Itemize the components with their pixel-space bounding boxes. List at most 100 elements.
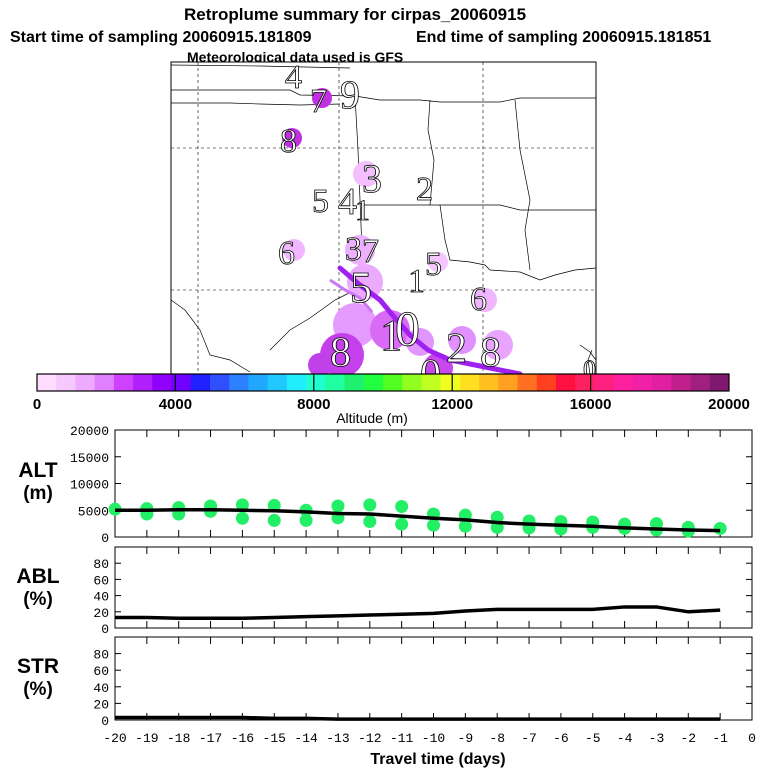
y-tick-label: 80 [93, 648, 109, 663]
colorbar-cell [421, 374, 442, 391]
day-label: 8 [480, 330, 501, 376]
day-label: 0 [583, 355, 596, 384]
colorbar-cell [652, 374, 672, 391]
x-tick-label: -19 [135, 731, 158, 746]
x-axis-label: Travel time (days) [370, 751, 505, 768]
plume-bubble [345, 235, 375, 265]
y-tick-label: 20000 [70, 424, 109, 439]
colorbar: 0 4000 8000 12000 16000 20000 Altitude (m) [33, 373, 750, 426]
plume-bubble [473, 288, 497, 312]
panel-yunit: (%) [23, 589, 53, 610]
panel-frame [114, 546, 753, 629]
panel-ylabel: ABL [16, 565, 59, 588]
x-tick-label: -3 [649, 731, 665, 746]
map-panel: 4 7 9 8 3 2 5 4 1 6 3 7 5 1 5 6 8 1 0 2 [170, 61, 597, 398]
plume-bubble [282, 128, 302, 148]
colorbar-frame [36, 373, 730, 392]
alt-dot [713, 521, 727, 535]
alt-dot [395, 517, 409, 531]
x-tick-label: -1 [712, 731, 728, 746]
alt-dot [363, 498, 377, 512]
plume-bubble [347, 264, 383, 300]
colorbar-cell [517, 374, 538, 391]
colorbar-cell [632, 374, 653, 391]
x-tick-label: -17 [199, 731, 222, 746]
plume-bubble [448, 326, 476, 354]
colorbar-cell [363, 374, 384, 391]
alt-dot [395, 500, 409, 514]
alt-dot [267, 513, 281, 527]
day-labels: 4 7 9 8 3 2 5 4 1 6 3 7 5 1 5 6 8 1 0 2 [278, 62, 596, 398]
panel-yunit: (%) [23, 679, 53, 700]
colorbar-tick-label: 4000 [159, 396, 192, 413]
alt-dot [299, 513, 313, 527]
day-label: 0 [420, 352, 441, 398]
colorbar-cell [575, 374, 595, 391]
day-label: 6 [470, 281, 487, 318]
y-tick-label: 0 [101, 531, 109, 546]
plume-bubble [428, 252, 448, 272]
colorbar-cell [113, 374, 134, 391]
colorbar-tick-label: 8000 [297, 396, 330, 413]
x-tick-label: -10 [422, 731, 445, 746]
x-tick-label: -20 [103, 731, 126, 746]
y-tick-label: 80 [93, 557, 109, 572]
day-label: 4 [338, 181, 357, 223]
colorbar-ticks: 0 4000 8000 12000 16000 20000 [33, 374, 750, 413]
day-label: 2 [446, 326, 467, 372]
alt-dot [490, 510, 504, 524]
y-tick-label: 0 [101, 714, 109, 729]
y-tick-label: 40 [93, 681, 109, 696]
colorbar-tick-label: 16000 [570, 396, 612, 413]
y-tick-label: 0 [101, 622, 109, 637]
y-tick-label: 20 [93, 606, 109, 621]
series-line-str [115, 715, 721, 721]
day-label: 7 [362, 233, 379, 270]
colorbar-cells [37, 374, 730, 391]
alt-median-line [115, 507, 721, 533]
colorbar-cell [459, 374, 480, 391]
colorbar-cell [556, 374, 576, 391]
day-label: 2 [416, 171, 433, 208]
time-series-panels: 05000100001500020000ALT(m)020406080ABL(%… [16, 424, 755, 768]
panel-ylabel: ALT [18, 459, 57, 482]
x-tick-label: -18 [167, 731, 190, 746]
colorbar-cell [75, 374, 96, 391]
x-tick-label: -15 [263, 731, 286, 746]
day-label: 8 [280, 123, 297, 160]
met-data-label: Meteorological data used is GFS [187, 49, 403, 65]
y-tick-label: 40 [93, 590, 109, 605]
colorbar-cell [229, 374, 249, 391]
colorbar-cell [594, 374, 615, 391]
alt-dot [267, 498, 281, 512]
x-tick-label: -13 [326, 731, 349, 746]
map-borders [171, 64, 596, 374]
colorbar-label: Altitude (m) [336, 410, 408, 426]
x-tick-label: -11 [390, 731, 414, 746]
panel-yunit: (m) [23, 483, 53, 504]
alt-dot [331, 499, 345, 513]
x-tick-label: -14 [294, 731, 318, 746]
colorbar-cell [133, 374, 153, 391]
y-tick-label: 20 [93, 697, 109, 712]
x-tick-label: -9 [458, 731, 474, 746]
x-tick-label: -8 [489, 731, 505, 746]
plume-bubbles [282, 88, 513, 374]
alt-dot [458, 519, 472, 533]
start-time-label: Start time of sampling 20060915.181809 [10, 29, 312, 46]
x-tick-label: 0 [748, 731, 756, 746]
day-label: 3 [362, 156, 382, 201]
y-tick-label: 60 [93, 664, 109, 679]
colorbar-cell [190, 374, 211, 391]
alt-dot [235, 498, 249, 512]
colorbar-cell [248, 374, 269, 391]
x-tick-label: -16 [231, 731, 254, 746]
colorbar-cell [56, 374, 76, 391]
colorbar-cell [286, 374, 307, 391]
colorbar-tick-label: 12000 [431, 396, 473, 413]
day-label: 0 [395, 300, 420, 356]
colorbar-tick-label: 0 [33, 396, 41, 413]
day-label: 6 [278, 235, 295, 272]
